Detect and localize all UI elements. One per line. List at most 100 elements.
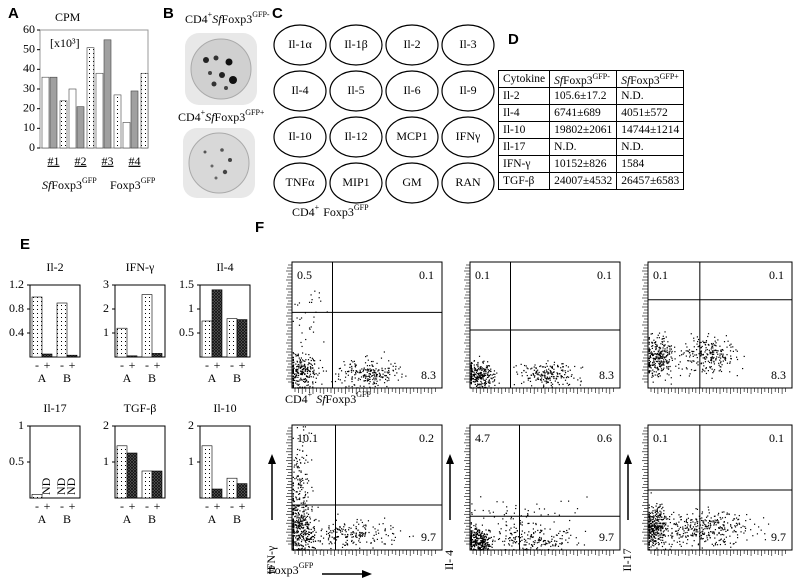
event-dot xyxy=(292,549,294,551)
event-dot xyxy=(653,540,656,542)
event-dot xyxy=(690,333,692,335)
event-dot xyxy=(718,370,720,372)
event-dot xyxy=(475,533,478,535)
event-dot xyxy=(292,523,294,525)
event-dot xyxy=(550,370,552,373)
event-dot xyxy=(719,527,721,529)
event-dot xyxy=(541,544,543,546)
event-dot xyxy=(360,519,362,521)
event-dot xyxy=(308,370,310,372)
event-dot xyxy=(493,516,496,518)
event-dot xyxy=(648,529,650,531)
event-dot xyxy=(526,541,528,543)
event-dot xyxy=(378,375,381,378)
quadrant-value: 9.7 xyxy=(599,530,614,544)
event-dot xyxy=(298,478,301,480)
event-dot xyxy=(375,378,378,380)
event-dot xyxy=(540,537,542,539)
event-dot xyxy=(351,533,354,535)
event-dot xyxy=(725,536,727,538)
event-dot xyxy=(686,346,688,348)
event-dot xyxy=(555,387,557,389)
event-dot xyxy=(356,536,358,539)
event-dot xyxy=(299,482,301,484)
event-dot xyxy=(717,353,719,355)
event-dot xyxy=(297,372,299,374)
event-dot xyxy=(296,453,298,456)
event-dot xyxy=(308,362,310,364)
event-dot xyxy=(656,527,658,529)
event-dot xyxy=(708,519,711,522)
event-dot xyxy=(300,533,302,535)
event-dot xyxy=(521,530,523,532)
event-dot xyxy=(297,516,299,518)
event-dot xyxy=(381,369,383,371)
event-dot xyxy=(334,380,337,383)
event-dot xyxy=(490,377,492,379)
event-dot xyxy=(352,370,355,372)
event-dot xyxy=(304,473,307,476)
bar xyxy=(59,100,68,149)
event-dot xyxy=(539,374,541,376)
event-dot xyxy=(758,526,760,528)
event-dot xyxy=(489,529,491,532)
event-dot xyxy=(303,429,305,431)
event-dot xyxy=(486,542,488,544)
event-dot xyxy=(383,351,385,353)
event-dot xyxy=(575,537,577,539)
event-dot xyxy=(701,345,703,348)
event-dot xyxy=(661,353,663,355)
event-dot xyxy=(692,534,694,536)
event-dot xyxy=(666,354,668,357)
event-dot xyxy=(557,372,559,375)
event-dot xyxy=(481,531,483,533)
event-dot xyxy=(330,547,332,550)
event-dot xyxy=(483,374,485,376)
event-dot xyxy=(301,477,304,480)
event-dot xyxy=(712,347,714,349)
event-dot xyxy=(299,373,302,375)
event-dot xyxy=(294,478,296,480)
event-dot xyxy=(295,519,298,522)
event-dot xyxy=(310,359,312,362)
event-dot xyxy=(295,496,297,498)
cytokine-label: Il-5 xyxy=(347,83,364,97)
event-dot xyxy=(470,530,472,532)
event-dot xyxy=(482,362,484,364)
event-dot xyxy=(301,545,303,547)
event-dot xyxy=(359,385,361,387)
bar xyxy=(76,106,85,149)
event-dot xyxy=(662,355,664,357)
event-dot xyxy=(513,512,516,514)
event-dot xyxy=(723,538,725,540)
x-tick-label: - xyxy=(60,358,64,372)
event-dot xyxy=(713,533,715,535)
event-dot xyxy=(648,519,650,521)
event-dot xyxy=(562,530,565,533)
event-dot xyxy=(296,525,298,528)
event-dot xyxy=(473,534,476,536)
x-tick-label: #2 xyxy=(75,154,87,168)
cytokine-spot xyxy=(441,116,495,158)
event-dot xyxy=(661,350,663,353)
event-dot xyxy=(307,367,309,369)
event-dot xyxy=(307,513,310,515)
event-dot xyxy=(295,491,297,493)
event-dot xyxy=(489,370,492,372)
event-dot xyxy=(655,343,657,346)
event-dot xyxy=(657,527,659,529)
event-dot xyxy=(487,538,489,540)
event-dot xyxy=(680,354,683,356)
event-dot xyxy=(306,505,308,507)
event-dot xyxy=(655,526,657,528)
event-dot xyxy=(470,539,472,541)
event-dot xyxy=(475,385,478,388)
event-dot xyxy=(366,541,368,543)
event-dot xyxy=(350,532,352,534)
event-dot xyxy=(355,370,357,372)
table-cell: 6741±689 xyxy=(549,104,618,122)
bar xyxy=(151,353,163,358)
event-dot xyxy=(532,541,535,543)
event-dot xyxy=(301,522,303,524)
event-dot xyxy=(567,541,569,544)
